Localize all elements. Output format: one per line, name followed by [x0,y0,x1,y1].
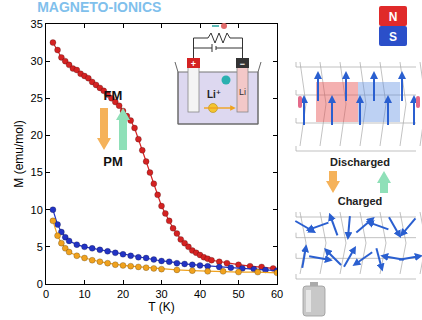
svg-text:Li: Li [239,87,246,97]
svg-text:5: 5 [37,241,43,253]
svg-text:FM: FM [104,88,123,103]
svg-text:30: 30 [31,55,43,67]
svg-text:60: 60 [271,288,283,300]
svg-text:Discharged: Discharged [330,156,390,168]
svg-text:10: 10 [31,204,43,216]
svg-text:MAGNETO-IONICS: MAGNETO-IONICS [37,0,161,15]
svg-text:20: 20 [31,129,43,141]
svg-text:Li⁺: Li⁺ [207,89,221,100]
svg-text:Charged: Charged [338,195,383,207]
svg-text:25: 25 [31,92,43,104]
svg-text:40: 40 [194,288,206,300]
svg-text:−: − [240,59,245,69]
svg-text:N: N [389,10,398,24]
svg-text:30: 30 [155,288,167,300]
svg-text:35: 35 [31,18,43,30]
svg-text:+: + [191,59,196,69]
svg-text:0: 0 [37,278,43,290]
svg-text:50: 50 [232,288,244,300]
svg-text:20: 20 [117,288,129,300]
svg-text:S: S [389,30,397,44]
svg-text:T (K): T (K) [148,300,174,314]
svg-text:PM: PM [103,154,123,169]
svg-text:15: 15 [31,166,43,178]
svg-text:M (emu/mol): M (emu/mol) [12,120,26,187]
svg-text:0: 0 [43,288,49,300]
svg-text:10: 10 [78,288,90,300]
